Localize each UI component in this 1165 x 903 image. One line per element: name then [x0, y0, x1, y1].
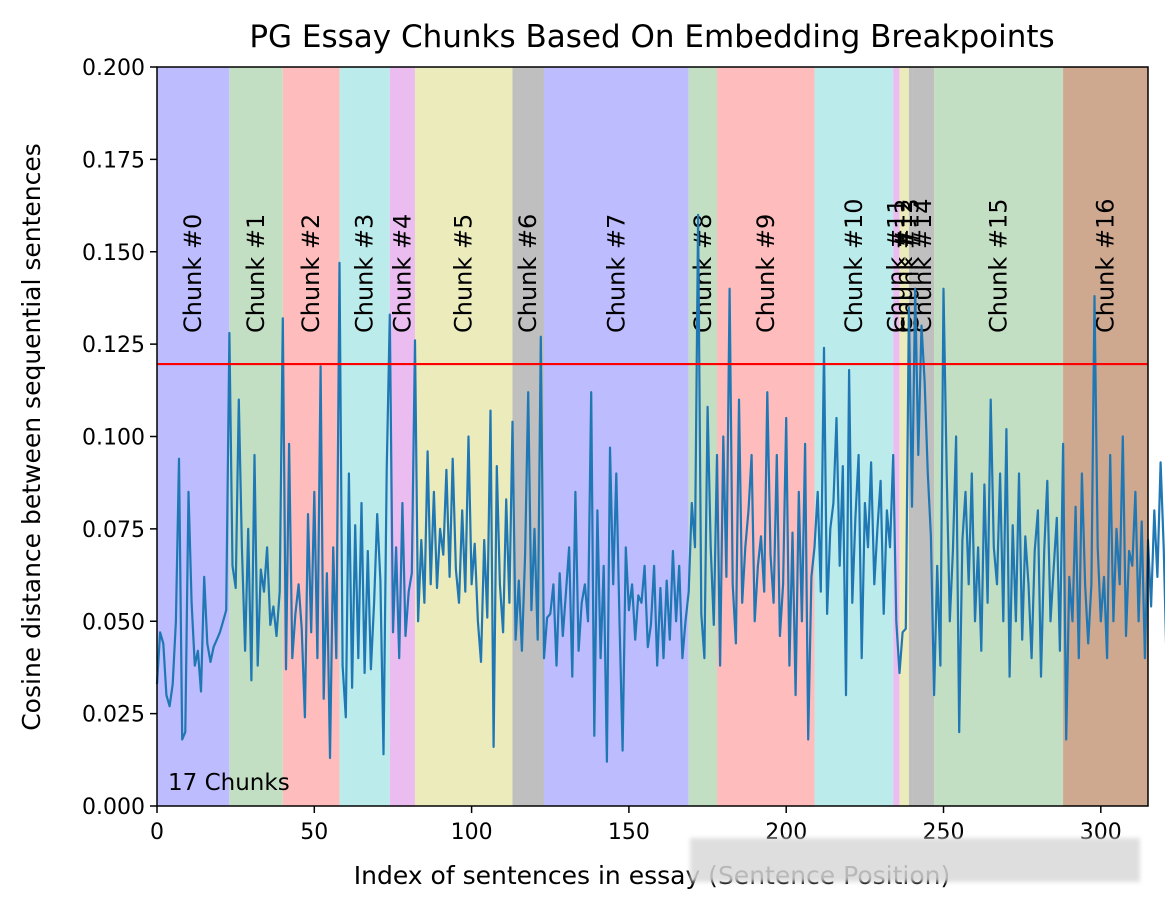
y-tick-label: 0.000	[82, 795, 145, 820]
chunk-band	[543, 67, 689, 806]
watermark-blur	[690, 838, 1140, 882]
chunk-labels: Chunk #0 Chunk #1 Chunk #2 Chunk #3 Chunk #4…	[179, 198, 1119, 333]
y-tick-label: 0.025	[82, 703, 145, 728]
chunk-label: Chunk #13	[896, 198, 924, 333]
y-tick-label: 0.050	[82, 610, 145, 635]
chunk-band	[899, 67, 909, 806]
x-tick-label: 100	[451, 820, 493, 845]
chunk-band	[389, 67, 415, 806]
chunk-band	[912, 67, 935, 806]
chunk-band	[157, 67, 230, 806]
y-tick-label: 0.175	[82, 148, 145, 173]
chunk-label: Chunk #15	[985, 198, 1013, 333]
chunk-label: Chunk #7	[602, 214, 630, 333]
chunk-label: Chunk #14	[909, 198, 937, 333]
chunk-band	[414, 67, 513, 806]
chunk-label: Chunk #1	[242, 214, 270, 333]
chunk-label: Chunk #9	[752, 214, 780, 333]
chunk-label: Chunk #12	[890, 198, 918, 333]
chunk-label: Chunk #5	[450, 214, 478, 333]
y-tick-label: 0.100	[82, 426, 145, 451]
y-tick-label: 0.075	[82, 518, 145, 543]
chunk-label: Chunk #8	[689, 214, 717, 333]
chunk-label: Chunk #16	[1092, 198, 1120, 333]
chunk-count-annotation: 17 Chunks	[168, 770, 290, 796]
x-tick-label: 0	[150, 820, 164, 845]
chunk-label: Chunk #2	[297, 214, 325, 333]
chunk-label: Chunk #3	[351, 214, 379, 333]
chunk-band	[282, 67, 340, 806]
x-tick-label: 50	[300, 820, 328, 845]
chunk-label: Chunk #6	[514, 214, 542, 333]
chunk-band	[1063, 67, 1148, 806]
chunk-band	[814, 67, 894, 806]
y-tick-label: 0.150	[82, 241, 145, 266]
chunk-label: Chunk #0	[179, 214, 207, 333]
chunk-band	[893, 67, 900, 806]
y-tick-label: 0.125	[82, 333, 145, 358]
chart-title: PG Essay Chunks Based On Embedding Break…	[249, 19, 1054, 55]
chunk-bands	[157, 67, 1148, 806]
y-tick-label: 0.200	[82, 56, 145, 81]
chunk-label: Chunk #11	[882, 198, 910, 333]
x-tick-label: 150	[608, 820, 650, 845]
distance-line	[155, 213, 1165, 763]
chunk-band	[688, 67, 717, 806]
chunk-label: Chunk #10	[840, 198, 868, 333]
y-axis: 0.000 0.025 0.050 0.075 0.100 0.125 0.150 0.175…	[82, 56, 157, 820]
plot-lines	[155, 213, 1165, 763]
chunk-band	[934, 67, 1064, 806]
y-axis-label: Cosine distance between sequential sente…	[17, 143, 46, 731]
chunk-label: Chunk #4	[388, 214, 416, 333]
